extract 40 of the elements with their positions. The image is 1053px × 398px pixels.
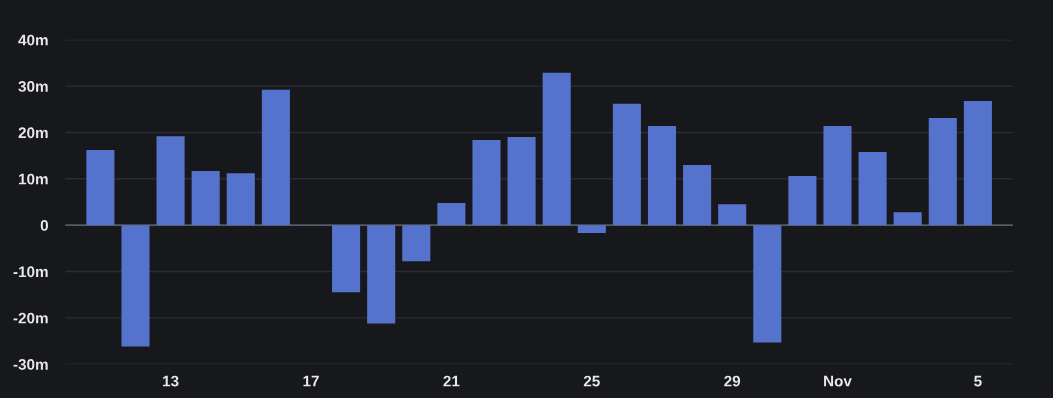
- bar: [893, 212, 922, 226]
- y-tick-label: 10m: [19, 173, 48, 185]
- y-tick-label: 40m: [18, 34, 48, 46]
- bar: [402, 225, 431, 262]
- x-tick-label: 21: [443, 375, 460, 387]
- x-tick-label: 13: [163, 375, 179, 387]
- bar: [507, 137, 536, 226]
- bar: [753, 225, 782, 343]
- y-tick-label: -20m: [13, 312, 48, 324]
- bar: [191, 170, 220, 226]
- y-tick-label: 20m: [18, 127, 48, 139]
- y-tick-label: 0: [40, 220, 48, 231]
- bar: [647, 125, 677, 226]
- bar: [472, 139, 501, 226]
- bar: [156, 136, 185, 226]
- bar: [858, 151, 887, 226]
- y-tick-label: -30m: [13, 359, 48, 370]
- bar: [718, 204, 747, 226]
- bar: [121, 225, 150, 347]
- bar: [823, 125, 852, 226]
- x-tick-label: Nov: [824, 375, 852, 387]
- x-tick-label: 25: [583, 375, 600, 387]
- bar: [612, 103, 641, 226]
- x-tick-label: 17: [303, 375, 319, 387]
- x-tick-label: 5: [974, 375, 982, 387]
- bar: [963, 100, 992, 226]
- bar: [86, 150, 115, 226]
- y-tick-label: 30m: [18, 81, 48, 92]
- y-tick-label: -10m: [13, 266, 48, 278]
- bar: [788, 176, 817, 226]
- bar: [261, 89, 290, 226]
- bar: [226, 173, 255, 226]
- bar: [683, 164, 712, 226]
- bar: [542, 72, 571, 226]
- bar: [367, 225, 396, 324]
- bar: [928, 118, 957, 226]
- bar: [437, 202, 466, 226]
- bar: [332, 225, 361, 293]
- bar: [577, 225, 606, 234]
- x-tick-label: 29: [724, 375, 741, 387]
